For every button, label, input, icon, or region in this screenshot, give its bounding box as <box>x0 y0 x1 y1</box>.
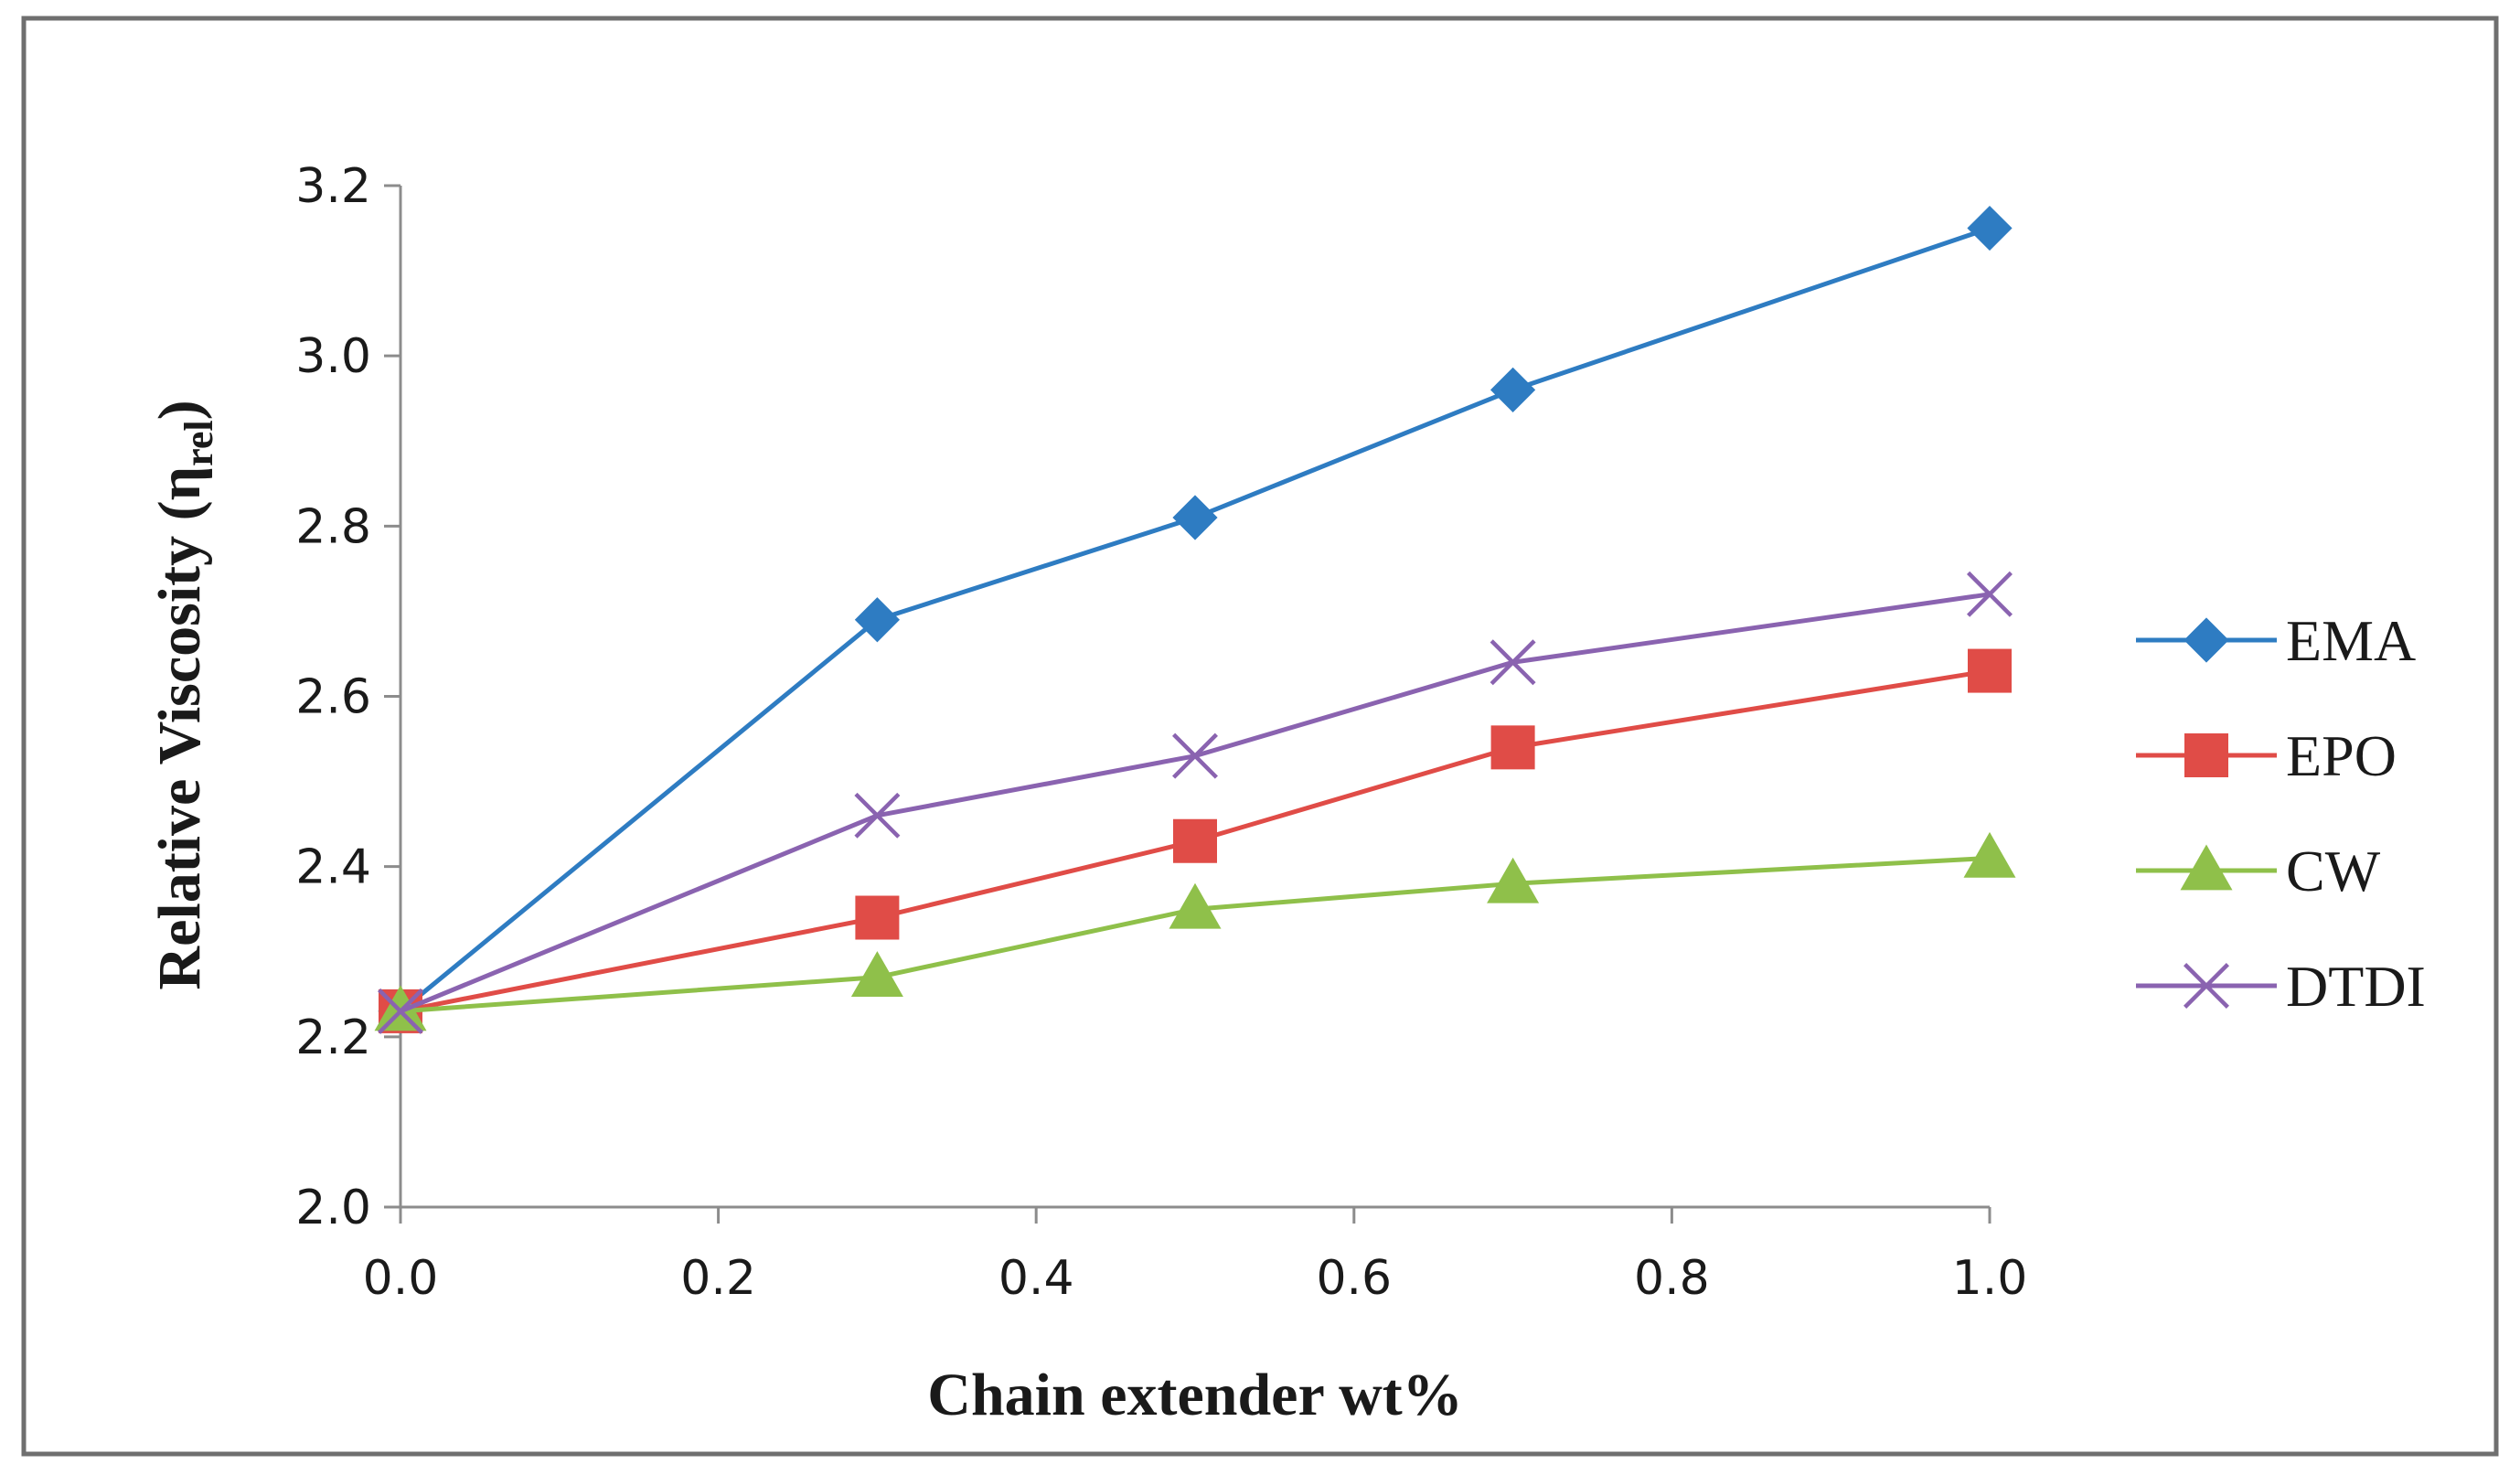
y-tick-label: 2.2 <box>295 1010 371 1065</box>
series-cw <box>374 831 2016 1031</box>
data-point-cw <box>1963 831 2016 878</box>
data-point-ema <box>1490 367 1536 412</box>
legend-label: CW <box>2286 839 2381 903</box>
legend-item-cw: CW <box>2136 839 2381 903</box>
legend-marker-ema <box>2184 617 2229 663</box>
y-axis-title-main: Relative Viscosity (η <box>146 466 213 990</box>
data-point-dtdi <box>854 792 901 839</box>
data-point-epo <box>1173 818 1217 863</box>
x-tick-label: 0.4 <box>998 1251 1074 1306</box>
series-dtdi <box>378 571 2013 1034</box>
data-point-dtdi <box>1172 732 1218 779</box>
y-tick-label: 2.0 <box>295 1181 371 1235</box>
y-axis-title: Relative Viscosity (ηrel) <box>146 400 221 989</box>
data-point-ema <box>1967 205 2013 251</box>
legend-marker-dtdi <box>2184 963 2229 1009</box>
y-axis-title-subscript: rel <box>176 420 221 466</box>
y-axis-title-close: ) <box>146 400 213 420</box>
legend-item-dtdi: DTDI <box>2136 954 2426 1019</box>
legend-item-ema: EMA <box>2136 608 2416 673</box>
data-point-cw <box>850 951 903 998</box>
legend-marker-epo <box>2184 733 2228 777</box>
y-tick-label: 2.8 <box>295 499 371 554</box>
x-tick-label: 1.0 <box>1952 1251 2028 1306</box>
legend-item-epo: EPO <box>2136 723 2397 788</box>
series-layer <box>374 205 2016 1034</box>
data-point-dtdi <box>1967 571 2013 617</box>
x-tick-label: 0.8 <box>1634 1251 1710 1306</box>
data-point-cw <box>1169 882 1222 929</box>
data-point-ema <box>1172 495 1218 540</box>
data-point-epo <box>1968 648 2012 693</box>
y-tick-label: 2.6 <box>295 670 371 725</box>
data-point-dtdi <box>1490 639 1536 686</box>
legend-label: DTDI <box>2286 954 2426 1019</box>
data-point-ema <box>854 597 900 643</box>
x-tick-label: 0.6 <box>1316 1251 1392 1306</box>
x-tick-label: 0.0 <box>363 1251 439 1306</box>
y-tick-label: 3.2 <box>295 159 371 214</box>
x-axis-title: Chain extender wt% <box>927 1362 1462 1428</box>
y-ticks: 2.0 2.2 2.4 2.6 2.8 3.0 3.2 <box>295 159 400 1235</box>
y-tick-label: 2.4 <box>295 840 371 895</box>
y-tick-label: 3.0 <box>295 329 371 384</box>
data-point-cw <box>1487 857 1540 903</box>
legend: EMA EPO CW DTDI <box>2136 608 2426 1019</box>
legend-marker-cw <box>2180 844 2233 891</box>
data-point-cw <box>374 985 427 1031</box>
data-point-dtdi <box>378 988 423 1034</box>
data-point-epo <box>855 895 900 940</box>
x-tick-label: 0.2 <box>680 1251 756 1306</box>
legend-label: EPO <box>2286 723 2397 788</box>
x-ticks: 0.0 0.2 0.4 0.6 0.8 1.0 <box>363 1207 2028 1306</box>
data-point-epo <box>1490 725 1535 770</box>
legend-label: EMA <box>2286 608 2416 673</box>
